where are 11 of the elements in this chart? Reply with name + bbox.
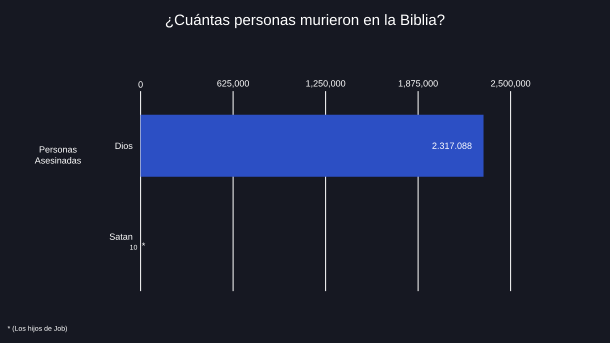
x-tick-label: 1,875,000	[398, 80, 438, 88]
x-tick-label: 625,000	[217, 80, 250, 88]
x-tick-label: 1,250,000	[306, 80, 346, 88]
x-tick-label: 2,500,000	[491, 80, 530, 88]
text: Personas Asesinadas	[34, 146, 81, 164]
y-tick-label: Dios	[116, 142, 132, 150]
chart-title: ¿Cuántas personas murieron en la Biblia?	[166, 14, 444, 28]
y-tick-label: Satan	[110, 233, 132, 240]
annotation: *	[142, 242, 146, 246]
x-tick-label: 0	[138, 81, 143, 88]
data-label: 2.317.088	[432, 142, 472, 149]
